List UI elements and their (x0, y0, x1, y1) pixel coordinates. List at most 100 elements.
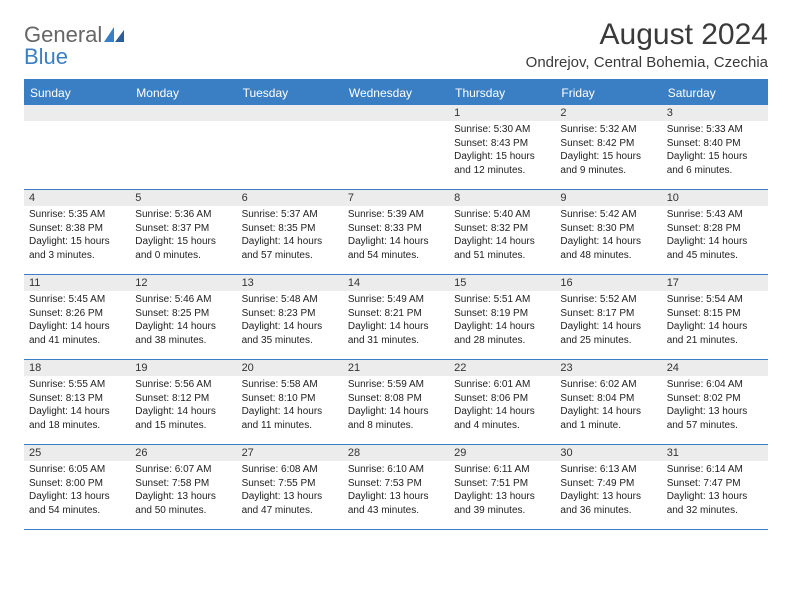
day-number: 4 (24, 190, 130, 206)
week-row: 1Sunrise: 5:30 AMSunset: 8:43 PMDaylight… (24, 105, 768, 190)
day-body: Sunrise: 5:56 AMSunset: 8:12 PMDaylight:… (130, 376, 236, 436)
daylight-text: Daylight: 14 hours and 25 minutes. (560, 320, 656, 347)
sunrise-text: Sunrise: 5:46 AM (135, 293, 231, 307)
sunrise-text: Sunrise: 5:52 AM (560, 293, 656, 307)
day-cell: 14Sunrise: 5:49 AMSunset: 8:21 PMDayligh… (343, 275, 449, 359)
day-cell: 20Sunrise: 5:58 AMSunset: 8:10 PMDayligh… (237, 360, 343, 444)
day-cell: 17Sunrise: 5:54 AMSunset: 8:15 PMDayligh… (662, 275, 768, 359)
day-number: 2 (555, 105, 661, 121)
day-cell: 27Sunrise: 6:08 AMSunset: 7:55 PMDayligh… (237, 445, 343, 529)
logo: GeneralBlue (24, 18, 126, 68)
day-number (24, 105, 130, 121)
daylight-text: Daylight: 14 hours and 35 minutes. (242, 320, 338, 347)
sunset-text: Sunset: 8:13 PM (29, 392, 125, 406)
daylight-text: Daylight: 14 hours and 21 minutes. (667, 320, 763, 347)
sunrise-text: Sunrise: 5:43 AM (667, 208, 763, 222)
title-block: August 2024 Ondrejov, Central Bohemia, C… (526, 18, 768, 71)
calendar-grid: Sunday Monday Tuesday Wednesday Thursday… (24, 79, 768, 530)
sunset-text: Sunset: 8:23 PM (242, 307, 338, 321)
day-cell: 2Sunrise: 5:32 AMSunset: 8:42 PMDaylight… (555, 105, 661, 189)
sunset-text: Sunset: 8:40 PM (667, 137, 763, 151)
day-body (343, 121, 449, 127)
sunrise-text: Sunrise: 5:32 AM (560, 123, 656, 137)
day-cell (343, 105, 449, 189)
day-cell: 8Sunrise: 5:40 AMSunset: 8:32 PMDaylight… (449, 190, 555, 274)
day-number: 6 (237, 190, 343, 206)
day-number: 30 (555, 445, 661, 461)
dayhead-sun: Sunday (24, 81, 130, 105)
day-number: 18 (24, 360, 130, 376)
daylight-text: Daylight: 14 hours and 4 minutes. (454, 405, 550, 432)
day-body: Sunrise: 5:33 AMSunset: 8:40 PMDaylight:… (662, 121, 768, 181)
day-body: Sunrise: 5:46 AMSunset: 8:25 PMDaylight:… (130, 291, 236, 351)
sunrise-text: Sunrise: 5:36 AM (135, 208, 231, 222)
sunset-text: Sunset: 8:10 PM (242, 392, 338, 406)
sunrise-text: Sunrise: 6:04 AM (667, 378, 763, 392)
day-number: 27 (237, 445, 343, 461)
day-cell: 26Sunrise: 6:07 AMSunset: 7:58 PMDayligh… (130, 445, 236, 529)
daylight-text: Daylight: 14 hours and 31 minutes. (348, 320, 444, 347)
header: GeneralBlue August 2024 Ondrejov, Centra… (24, 18, 768, 71)
day-cell: 9Sunrise: 5:42 AMSunset: 8:30 PMDaylight… (555, 190, 661, 274)
day-cell: 28Sunrise: 6:10 AMSunset: 7:53 PMDayligh… (343, 445, 449, 529)
sunrise-text: Sunrise: 5:48 AM (242, 293, 338, 307)
day-cell: 21Sunrise: 5:59 AMSunset: 8:08 PMDayligh… (343, 360, 449, 444)
day-number: 14 (343, 275, 449, 291)
dayhead-wed: Wednesday (343, 81, 449, 105)
sunrise-text: Sunrise: 5:51 AM (454, 293, 550, 307)
day-body: Sunrise: 5:37 AMSunset: 8:35 PMDaylight:… (237, 206, 343, 266)
day-body: Sunrise: 5:54 AMSunset: 8:15 PMDaylight:… (662, 291, 768, 351)
day-body (130, 121, 236, 127)
day-cell: 30Sunrise: 6:13 AMSunset: 7:49 PMDayligh… (555, 445, 661, 529)
sunset-text: Sunset: 8:15 PM (667, 307, 763, 321)
sunset-text: Sunset: 8:30 PM (560, 222, 656, 236)
daylight-text: Daylight: 13 hours and 57 minutes. (667, 405, 763, 432)
day-number: 15 (449, 275, 555, 291)
daylight-text: Daylight: 14 hours and 45 minutes. (667, 235, 763, 262)
sunset-text: Sunset: 7:53 PM (348, 477, 444, 491)
month-title: August 2024 (526, 18, 768, 52)
dayhead-sat: Saturday (662, 81, 768, 105)
day-body (24, 121, 130, 127)
location-text: Ondrejov, Central Bohemia, Czechia (526, 54, 768, 71)
day-cell: 16Sunrise: 5:52 AMSunset: 8:17 PMDayligh… (555, 275, 661, 359)
day-number: 24 (662, 360, 768, 376)
sunrise-text: Sunrise: 5:33 AM (667, 123, 763, 137)
day-body: Sunrise: 5:42 AMSunset: 8:30 PMDaylight:… (555, 206, 661, 266)
sunrise-text: Sunrise: 6:11 AM (454, 463, 550, 477)
daylight-text: Daylight: 14 hours and 48 minutes. (560, 235, 656, 262)
sunrise-text: Sunrise: 5:56 AM (135, 378, 231, 392)
day-body: Sunrise: 5:45 AMSunset: 8:26 PMDaylight:… (24, 291, 130, 351)
sunset-text: Sunset: 8:19 PM (454, 307, 550, 321)
day-number: 25 (24, 445, 130, 461)
sunset-text: Sunset: 8:02 PM (667, 392, 763, 406)
day-cell: 24 Sunrise: 6:04 AMSunset: 8:02 PMDayligh… (662, 360, 768, 444)
day-number: 11 (24, 275, 130, 291)
sunset-text: Sunset: 8:25 PM (135, 307, 231, 321)
sunset-text: Sunset: 8:37 PM (135, 222, 231, 236)
day-cell: 31Sunrise: 6:14 AMSunset: 7:47 PMDayligh… (662, 445, 768, 529)
sunrise-text: Sunrise: 6:07 AM (135, 463, 231, 477)
sunrise-text: Sunrise: 5:42 AM (560, 208, 656, 222)
day-cell: 7Sunrise: 5:39 AMSunset: 8:33 PMDaylight… (343, 190, 449, 274)
day-cell: 4Sunrise: 5:35 AMSunset: 8:38 PMDaylight… (24, 190, 130, 274)
sunset-text: Sunset: 8:00 PM (29, 477, 125, 491)
day-number: 8 (449, 190, 555, 206)
daylight-text: Daylight: 13 hours and 43 minutes. (348, 490, 444, 517)
day-body: Sunrise: 6:13 AMSunset: 7:49 PMDaylight:… (555, 461, 661, 521)
daylight-text: Daylight: 13 hours and 47 minutes. (242, 490, 338, 517)
day-number: 12 (130, 275, 236, 291)
day-body: Sunrise: 5:51 AMSunset: 8:19 PMDaylight:… (449, 291, 555, 351)
day-cell: 13Sunrise: 5:48 AMSunset: 8:23 PMDayligh… (237, 275, 343, 359)
daylight-text: Daylight: 14 hours and 54 minutes. (348, 235, 444, 262)
daylight-text: Daylight: 15 hours and 3 minutes. (29, 235, 125, 262)
logo-text-blue: Blue (24, 44, 68, 69)
sunset-text: Sunset: 8:06 PM (454, 392, 550, 406)
day-body: Sunrise: 5:48 AMSunset: 8:23 PMDaylight:… (237, 291, 343, 351)
day-cell: 5Sunrise: 5:36 AMSunset: 8:37 PMDaylight… (130, 190, 236, 274)
day-number: 5 (130, 190, 236, 206)
daylight-text: Daylight: 13 hours and 50 minutes. (135, 490, 231, 517)
day-number: 20 (237, 360, 343, 376)
day-number: 16 (555, 275, 661, 291)
sunrise-text: Sunrise: 5:58 AM (242, 378, 338, 392)
